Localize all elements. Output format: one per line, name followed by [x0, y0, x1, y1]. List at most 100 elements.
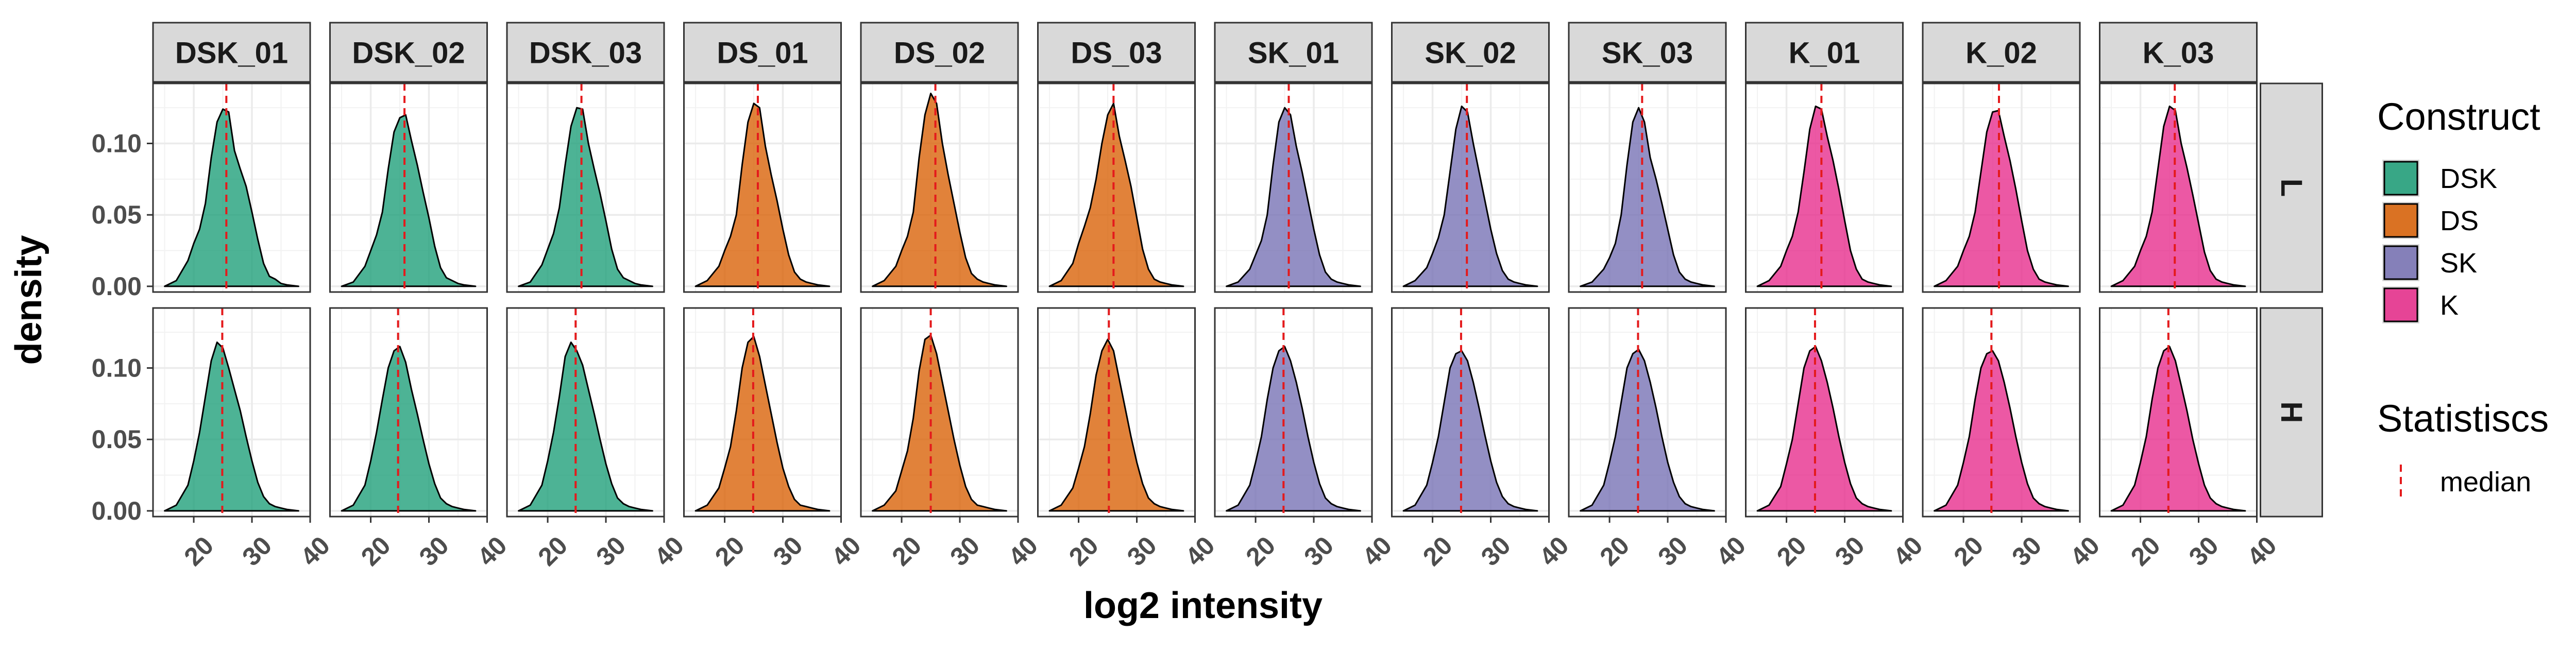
legend-label: DSK [2440, 163, 2497, 194]
x-tick-label: 30 [1476, 531, 1516, 572]
density-curve [518, 107, 653, 287]
x-tick-label: 40 [826, 531, 867, 572]
facet-panel [860, 307, 1019, 518]
panel-border [1568, 82, 1727, 293]
panel-border [329, 82, 488, 293]
facet-panel [1568, 307, 1727, 518]
density-curve [2110, 346, 2246, 512]
x-tick-label: 20 [1417, 531, 1458, 572]
x-tick-label: 20 [1771, 531, 1812, 572]
density-curve [1402, 350, 1538, 512]
column-strip-label: DS_01 [717, 37, 808, 70]
density-curve [694, 102, 831, 287]
density-curve [1402, 105, 1538, 287]
density-curve [341, 346, 477, 512]
density-curve [1580, 348, 1715, 512]
y-tick-label: 0.00 [92, 496, 142, 525]
column-strip [1922, 22, 2081, 83]
density-curve [1226, 346, 1361, 512]
x-tick-label: 20 [2125, 531, 2166, 572]
panel-border [1568, 307, 1727, 518]
y-tick-label: 0.10 [92, 354, 142, 383]
density-curve [341, 114, 477, 287]
row-strip [2260, 82, 2323, 293]
y-tick-label: 0.05 [92, 200, 142, 229]
x-tick-label: 30 [944, 531, 985, 572]
facet-panel [1391, 307, 1550, 518]
facet-panel [2099, 307, 2258, 518]
facet-panel [506, 82, 665, 293]
facet-panel [683, 82, 842, 293]
facet-panel [152, 82, 311, 293]
column-strip-label: DS_02 [894, 37, 985, 70]
legend-swatch [2383, 245, 2418, 280]
x-tick-label: 20 [709, 531, 750, 572]
panel-border [152, 82, 311, 293]
legend-item: DSK [2382, 160, 2497, 197]
legend-swatch [2383, 161, 2418, 196]
x-tick-label: 30 [2183, 531, 2224, 572]
density-curve [1934, 110, 2069, 287]
facet-panel [1922, 82, 2081, 293]
legend-label: SK [2440, 248, 2477, 279]
density-curve [1756, 105, 1892, 287]
panel-border [683, 307, 842, 518]
legend-swatch [2383, 203, 2418, 238]
x-tick-label: 30 [1829, 531, 1870, 572]
column-strip-label: DSK_03 [529, 37, 642, 70]
x-tick-label: 20 [1594, 531, 1635, 572]
facet-panel [329, 82, 488, 293]
x-tick-label: 40 [2064, 531, 2105, 572]
column-strip-label: DSK_02 [352, 37, 465, 70]
facet-panel [1391, 82, 1550, 293]
x-tick-label: 20 [1240, 531, 1281, 572]
column-strip-label: K_02 [1965, 37, 2037, 70]
x-tick-label: 30 [1298, 531, 1339, 572]
x-tick-label: 20 [532, 531, 573, 572]
x-axis-title: log2 intensity [1083, 585, 1323, 626]
x-tick-label: 30 [236, 531, 277, 572]
legend-item: SK [2382, 244, 2477, 281]
legend-item: median [2400, 465, 2531, 502]
density-curve [518, 341, 653, 512]
column-strip [683, 22, 842, 83]
panel-border [860, 82, 1019, 293]
x-tick-label: 40 [649, 531, 689, 572]
density-curve [164, 108, 299, 287]
panel-border [683, 82, 842, 293]
x-tick-label: 20 [355, 531, 396, 572]
panel-border [329, 307, 488, 518]
facet-panel [2099, 82, 2258, 293]
panel-border [1745, 82, 1904, 293]
facet-panel [1745, 307, 1904, 518]
panel-border [506, 307, 665, 518]
column-strip-label: K_03 [2143, 37, 2214, 70]
facet-panel [1037, 82, 1196, 293]
row-strip-label: L [2275, 179, 2308, 197]
x-tick-label: 40 [2242, 531, 2282, 572]
facet-panel [1214, 307, 1373, 518]
column-strip [506, 22, 665, 83]
column-strip-label: DS_03 [1071, 37, 1162, 70]
panel-border [1391, 82, 1550, 293]
legend-label: K [2440, 290, 2459, 321]
column-strip [1214, 22, 1373, 83]
x-tick-label: 40 [295, 531, 335, 572]
panel-border [506, 82, 665, 293]
facet-panel [1922, 307, 2081, 518]
panel-border [2099, 307, 2258, 518]
density-curve [164, 341, 299, 512]
x-tick-label: 40 [1888, 531, 1928, 572]
density-curve [2110, 105, 2246, 287]
facet-panel [1745, 82, 1904, 293]
panel-border [1214, 307, 1373, 518]
x-tick-label: 40 [1357, 531, 1397, 572]
panel-border [1745, 307, 1904, 518]
y-tick-label: 0.05 [92, 425, 142, 454]
density-curve [1580, 107, 1715, 287]
density-curve [872, 92, 1007, 287]
x-tick-label: 20 [178, 531, 219, 572]
x-tick-label: 20 [1063, 531, 1104, 572]
facet-panel [860, 82, 1019, 293]
